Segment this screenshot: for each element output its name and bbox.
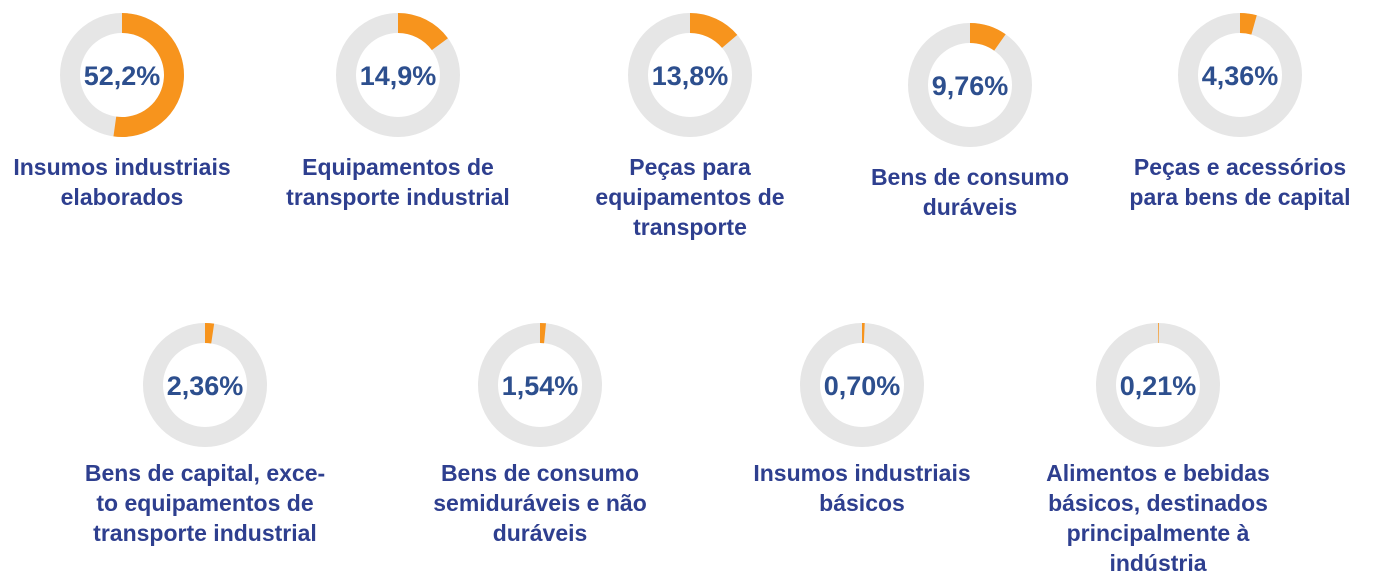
- value-label: 9,76%: [932, 71, 1009, 101]
- donut-chart: 13,8% Peças para equipamentos de transpor…: [530, 0, 850, 242]
- category-label: Peças para equipamentos de transporte: [595, 154, 785, 240]
- value-label: 2,36%: [167, 371, 244, 401]
- category-label: Bens de consumo semiduráveis e não duráv…: [433, 460, 647, 546]
- donut-svg: 14,9%: [336, 13, 460, 137]
- category-label: Bens de capital, exce- to equipamentos d…: [84, 460, 326, 546]
- donut-chart: 4,36% Peças e acessórios para bens de cap…: [1080, 0, 1377, 212]
- donut-arc: [397, 13, 448, 51]
- donut-chart: 1,54% Bens de consumo semiduráveis e não …: [380, 310, 700, 548]
- value-label: 0,70%: [824, 371, 901, 401]
- donut-chart: 0,70% Insumos industriais básicos: [702, 310, 1022, 518]
- category-label: Equipamentos de transporte industrial: [286, 154, 510, 210]
- donut-chart: 2,36% Bens de capital, exce- to equipamen…: [45, 310, 365, 548]
- donut-arc: [689, 13, 738, 49]
- value-label: 13,8%: [652, 61, 729, 91]
- value-label: 14,9%: [360, 61, 437, 91]
- donut-svg: 1,54%: [478, 323, 602, 447]
- donut-svg: 0,21%: [1096, 322, 1220, 447]
- donut-svg: 2,36%: [143, 323, 267, 447]
- donut-chart: 9,76% Bens de consumo duráveis: [810, 10, 1130, 222]
- donut-arc: [969, 23, 1006, 51]
- category-label: Peças e acessórios para bens de capital: [1129, 154, 1351, 210]
- value-label: 52,2%: [84, 61, 161, 91]
- donut-chart: 14,9% Equipamentos de transporte industri…: [238, 0, 558, 212]
- donut-svg: 0,70%: [800, 323, 924, 447]
- category-label: Insumos industriais básicos: [753, 460, 971, 516]
- value-label: 0,21%: [1120, 371, 1197, 401]
- donut-svg: 4,36%: [1178, 13, 1302, 137]
- donut-svg: 13,8%: [628, 13, 752, 137]
- value-label: 4,36%: [1202, 61, 1279, 91]
- donut-svg: 52,2%: [60, 13, 184, 137]
- donut-chart: 0,21% Alimentos e bebidas básicos, destin…: [998, 310, 1318, 578]
- category-label: Insumos industriais elaborados: [13, 154, 231, 210]
- donut-arc: [204, 323, 215, 344]
- donut-arc: [113, 13, 184, 137]
- category-label: Alimentos e bebidas básicos, destinados …: [1046, 460, 1270, 576]
- donut-chart: 52,2% Insumos industriais elaborados: [0, 0, 282, 212]
- donut-svg: 9,76%: [908, 23, 1032, 147]
- category-label: Bens de consumo duráveis: [870, 164, 1070, 220]
- value-label: 1,54%: [502, 371, 579, 401]
- donut-arc: [1239, 13, 1257, 35]
